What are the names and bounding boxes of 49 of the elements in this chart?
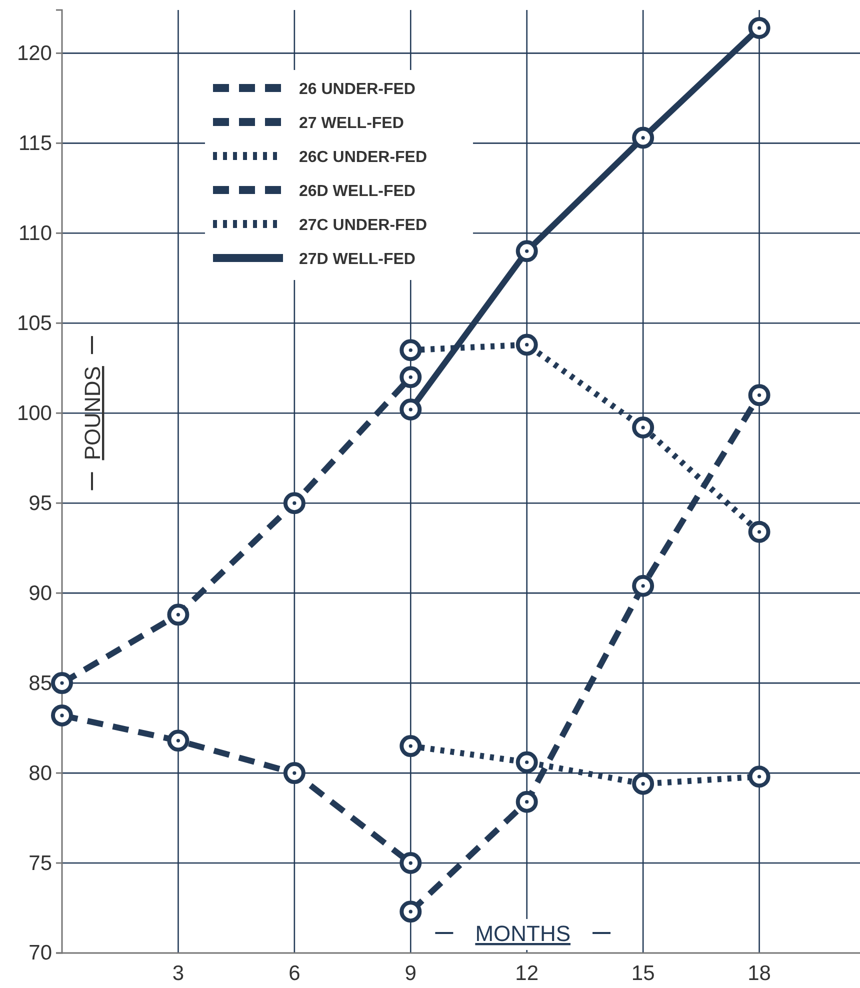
point: [400, 339, 422, 362]
legend-label: 27C UNDER-FED: [299, 217, 428, 234]
point: [748, 766, 770, 788]
x-axis-title: MONTHS: [475, 921, 571, 946]
point: [632, 126, 654, 149]
point: [283, 492, 306, 514]
point: [632, 416, 654, 439]
y-axis-title: POUNDS: [80, 366, 105, 460]
y-tick-label: 105: [16, 312, 52, 335]
point: [167, 730, 190, 752]
y-tick-label: 115: [18, 132, 52, 155]
point: [516, 751, 538, 774]
point: [748, 16, 770, 39]
y-tick-label: 85: [28, 672, 52, 695]
legend-label: 26D WELL-FED: [299, 183, 416, 200]
point: [748, 520, 770, 543]
legend-label: 27D WELL-FED: [299, 251, 416, 268]
x-tick-label: 12: [515, 962, 539, 985]
legend-label: 27 WELL-FED: [299, 115, 404, 132]
x-tick-label: 3: [172, 962, 184, 985]
point: [400, 366, 422, 388]
point: [167, 604, 190, 626]
point: [632, 574, 654, 597]
y-tick-label: 120: [16, 42, 52, 65]
y-tick-label: 80: [28, 762, 52, 785]
y-tick-label: 75: [28, 852, 52, 875]
point: [516, 334, 538, 356]
point: [748, 384, 770, 406]
x-tick-label: 6: [288, 962, 300, 985]
point: [283, 762, 306, 784]
y-tick-label: 70: [28, 942, 52, 965]
y-tick-label: 95: [28, 492, 52, 515]
point: [51, 704, 73, 726]
y-tick-label: 90: [28, 582, 52, 605]
x-tick-label: 18: [748, 962, 771, 985]
point: [400, 900, 422, 923]
point: [400, 735, 422, 758]
point: [400, 398, 422, 421]
y-tick-label: 110: [18, 222, 52, 245]
legend-label: 26 UNDER-FED: [299, 81, 416, 98]
point: [516, 240, 538, 262]
point: [516, 790, 538, 813]
x-tick-label: 9: [404, 962, 416, 985]
legend-label: 26C UNDER-FED: [299, 149, 428, 166]
point: [51, 672, 73, 694]
point: [632, 772, 654, 795]
x-tick-label: 15: [631, 962, 655, 985]
y-tick-label: 100: [16, 402, 52, 425]
point: [400, 852, 422, 874]
